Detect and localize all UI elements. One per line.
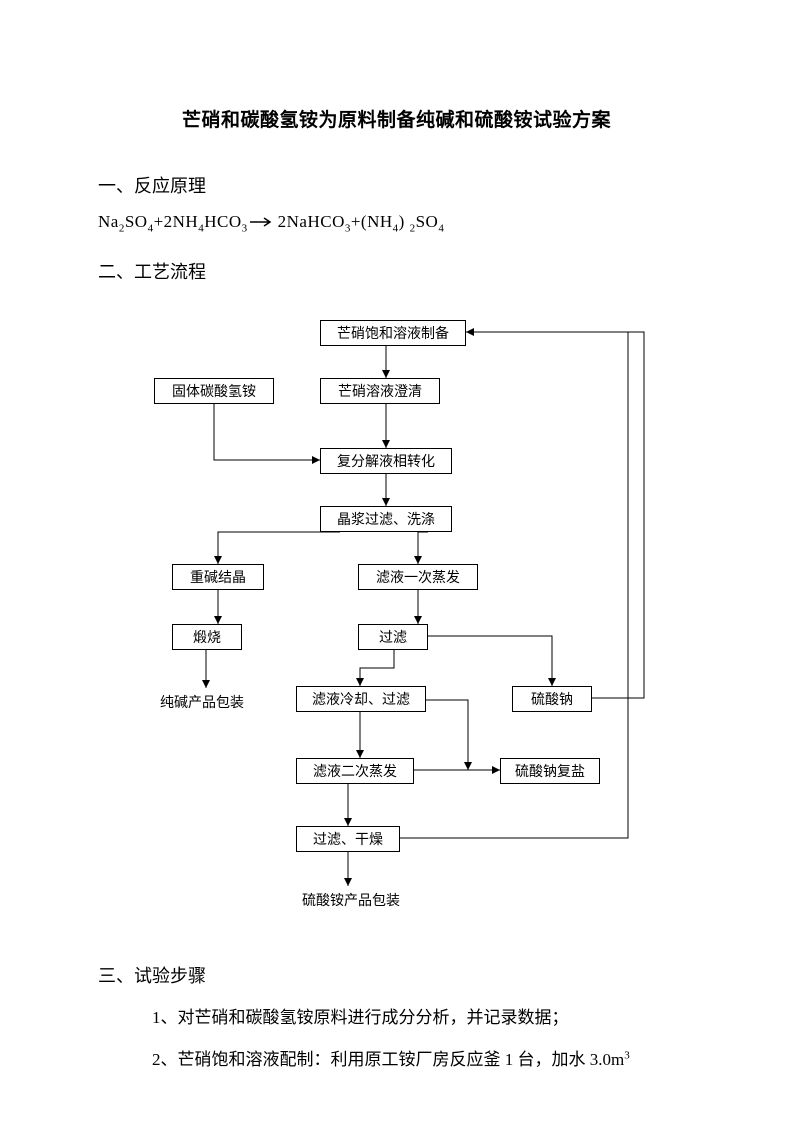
eq-plus1: +2NH xyxy=(154,212,199,231)
flow-node-n15: 过滤、干燥 xyxy=(296,826,400,852)
flow-node-n8: 纯碱产品包装 xyxy=(160,692,244,712)
flow-node-n9: 滤液一次蒸发 xyxy=(358,564,478,590)
step-2-text: 2、芒硝饱和溶液配制：利用原工铵厂房反应釜 1 台，加水 3.0m xyxy=(152,1050,624,1069)
section-2-heading: 二、工艺流程 xyxy=(98,258,206,284)
page-title: 芒硝和碳酸氢铵为原料制备纯碱和硫酸铵试验方案 xyxy=(0,105,793,132)
reaction-equation: Na2SO4+2NH4HCO32NaHCO3+(NH4) 2SO4 xyxy=(98,212,444,234)
flow-node-n12: 硫酸钠 xyxy=(512,686,592,712)
flow-node-n2: 芒硝溶液澄清 xyxy=(320,378,440,404)
flow-node-n4: 复分解液相转化 xyxy=(320,448,452,474)
step-1: 1、对芒硝和碳酸氢铵原料进行成分分析，并记录数据； xyxy=(152,1002,712,1034)
flow-node-n10: 过滤 xyxy=(358,624,428,650)
section-1-heading: 一、反应原理 xyxy=(98,172,206,198)
flow-edge-4 xyxy=(218,532,340,564)
eq-lhs1: Na xyxy=(98,212,119,231)
flow-node-n11: 滤液冷却、过滤 xyxy=(296,686,426,712)
flow-node-n16: 硫酸铵产品包装 xyxy=(302,890,400,910)
step-2: 2、芒硝饱和溶液配制：利用原工铵厂房反应釜 1 台，加水 3.0m3 xyxy=(152,1044,752,1076)
flow-node-n13: 滤液二次蒸发 xyxy=(296,758,414,784)
flow-node-n3: 固体碳酸氢铵 xyxy=(154,378,274,404)
flow-edge-16 xyxy=(466,332,644,698)
reaction-arrow-icon xyxy=(248,213,278,233)
flow-node-n5: 晶浆过滤、洗涤 xyxy=(320,506,452,532)
flow-node-n6: 重碱结晶 xyxy=(172,564,264,590)
flow-edge-9 xyxy=(360,650,394,686)
flow-node-n14: 硫酸钠复盐 xyxy=(500,758,600,784)
flow-node-n7: 煅烧 xyxy=(172,624,242,650)
eq-rhs1: 2NaHCO xyxy=(278,212,345,231)
document-page: 芒硝和碳酸氢铵为原料制备纯碱和硫酸铵试验方案 一、反应原理 Na2SO4+2NH… xyxy=(0,0,793,1122)
eq-lhs3: HCO xyxy=(204,212,241,231)
flow-edge-2 xyxy=(214,404,320,460)
eq-plus2: +(NH xyxy=(351,212,393,231)
flowchart: 芒硝饱和溶液制备芒硝溶液澄清 固体碳酸氢铵复分解液相转化晶浆过滤、洗涤重碱结晶煅烧… xyxy=(0,310,793,920)
eq-lhs2: SO xyxy=(125,212,148,231)
eq-rhs3: SO xyxy=(416,212,439,231)
step-2-cubed: 3 xyxy=(624,1049,630,1061)
flow-node-n1: 芒硝饱和溶液制备 xyxy=(320,320,466,346)
eq-rhs4-sub: 4 xyxy=(438,222,444,234)
flow-edge-10 xyxy=(428,636,552,686)
flow-edge-13 xyxy=(426,700,468,770)
section-3-heading: 三、试验步骤 xyxy=(98,962,206,988)
